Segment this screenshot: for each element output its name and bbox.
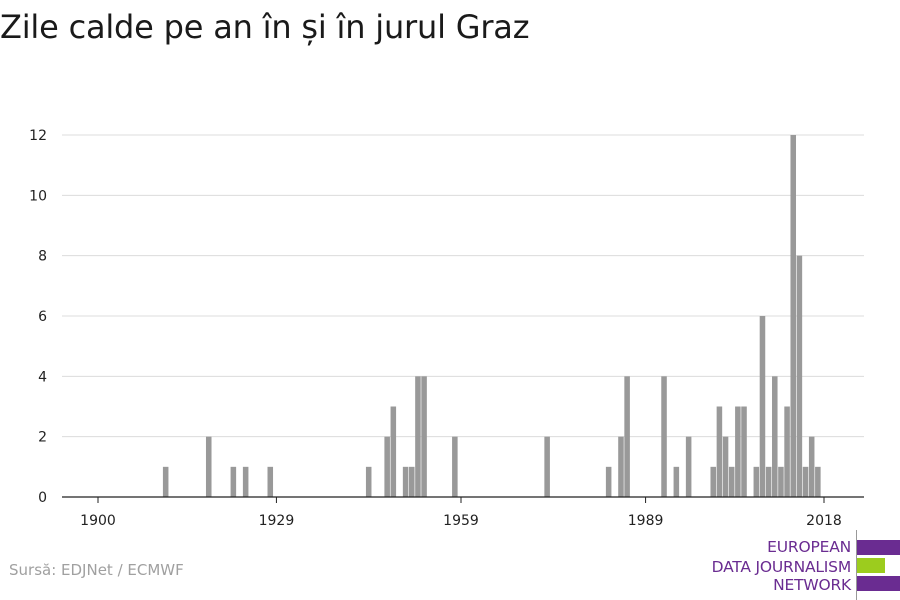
x-tick-label: 1959 <box>443 513 479 529</box>
bar-1996 <box>685 436 692 497</box>
bar-2000 <box>710 466 717 497</box>
logo-bar-green <box>857 558 885 573</box>
x-tick-label: 2018 <box>806 513 842 529</box>
edjnet-logo: EUROPEAN DATA JOURNALISM NETWORK <box>700 530 900 600</box>
bar-2007 <box>753 466 760 497</box>
bar-1924 <box>242 466 249 497</box>
logo-line-network: NETWORK <box>773 576 851 594</box>
grid-lines <box>62 134 864 438</box>
bar-1922 <box>230 466 237 497</box>
bar-1950 <box>402 466 409 497</box>
y-tick-label: 6 <box>38 309 47 325</box>
bar-1992 <box>661 376 667 497</box>
bar-2003 <box>728 466 735 497</box>
bar-2009 <box>765 466 772 497</box>
x-tick-label: 1989 <box>628 513 664 529</box>
bar-1951 <box>409 466 415 497</box>
bar-2012 <box>784 406 790 497</box>
bar-1911 <box>162 466 169 497</box>
y-tick-label: 10 <box>29 188 47 204</box>
y-tick-label: 0 <box>38 490 47 506</box>
bar-2004 <box>735 406 741 497</box>
logo-bar-purple-bottom <box>857 576 900 591</box>
axes: 0 2 4 6 8 10 12 1900 1929 1959 1989 2018 <box>29 128 864 529</box>
bar-1952 <box>415 376 421 497</box>
y-tick-label: 12 <box>29 128 47 144</box>
logo-line-data-journalism: DATA JOURNALISM <box>711 558 852 576</box>
logo-bar-purple-top <box>857 540 900 555</box>
logo-divider <box>856 530 857 600</box>
bar-2017 <box>815 466 821 497</box>
bar-2013 <box>790 135 797 497</box>
bar-2002 <box>722 436 729 497</box>
source-note: Sursă: EDJNet / ECMWF <box>9 561 184 579</box>
bar-1983 <box>605 466 612 497</box>
bar-1953 <box>421 376 427 497</box>
bar-1944 <box>365 466 372 497</box>
x-tick-label: 1929 <box>259 513 295 529</box>
bar-1948 <box>390 406 397 497</box>
bar-1958 <box>452 436 458 497</box>
bar-1918 <box>205 436 212 497</box>
y-tick-label: 2 <box>38 430 47 446</box>
bar-1947 <box>384 436 390 497</box>
logo-line-european: EUROPEAN <box>767 538 851 556</box>
bar-2011 <box>778 466 784 497</box>
chart-title: Zile calde pe an în și în jurul Graz <box>0 8 530 46</box>
y-tick-label: 8 <box>38 249 47 265</box>
bar-2015 <box>802 466 809 497</box>
bar-1928 <box>267 466 274 497</box>
y-tick-label: 4 <box>38 369 47 385</box>
bar-2014 <box>796 255 803 497</box>
bars <box>162 135 821 497</box>
bar-2010 <box>772 376 778 497</box>
bar-1986 <box>624 376 630 497</box>
bar-2001 <box>716 406 723 497</box>
bar-1973 <box>544 436 550 497</box>
bar-1985 <box>618 436 624 497</box>
bar-2016 <box>808 436 815 497</box>
bar-2008 <box>759 316 766 497</box>
bar-1994 <box>673 466 680 497</box>
bar-2005 <box>741 406 747 497</box>
x-tick-label: 1900 <box>80 513 116 529</box>
